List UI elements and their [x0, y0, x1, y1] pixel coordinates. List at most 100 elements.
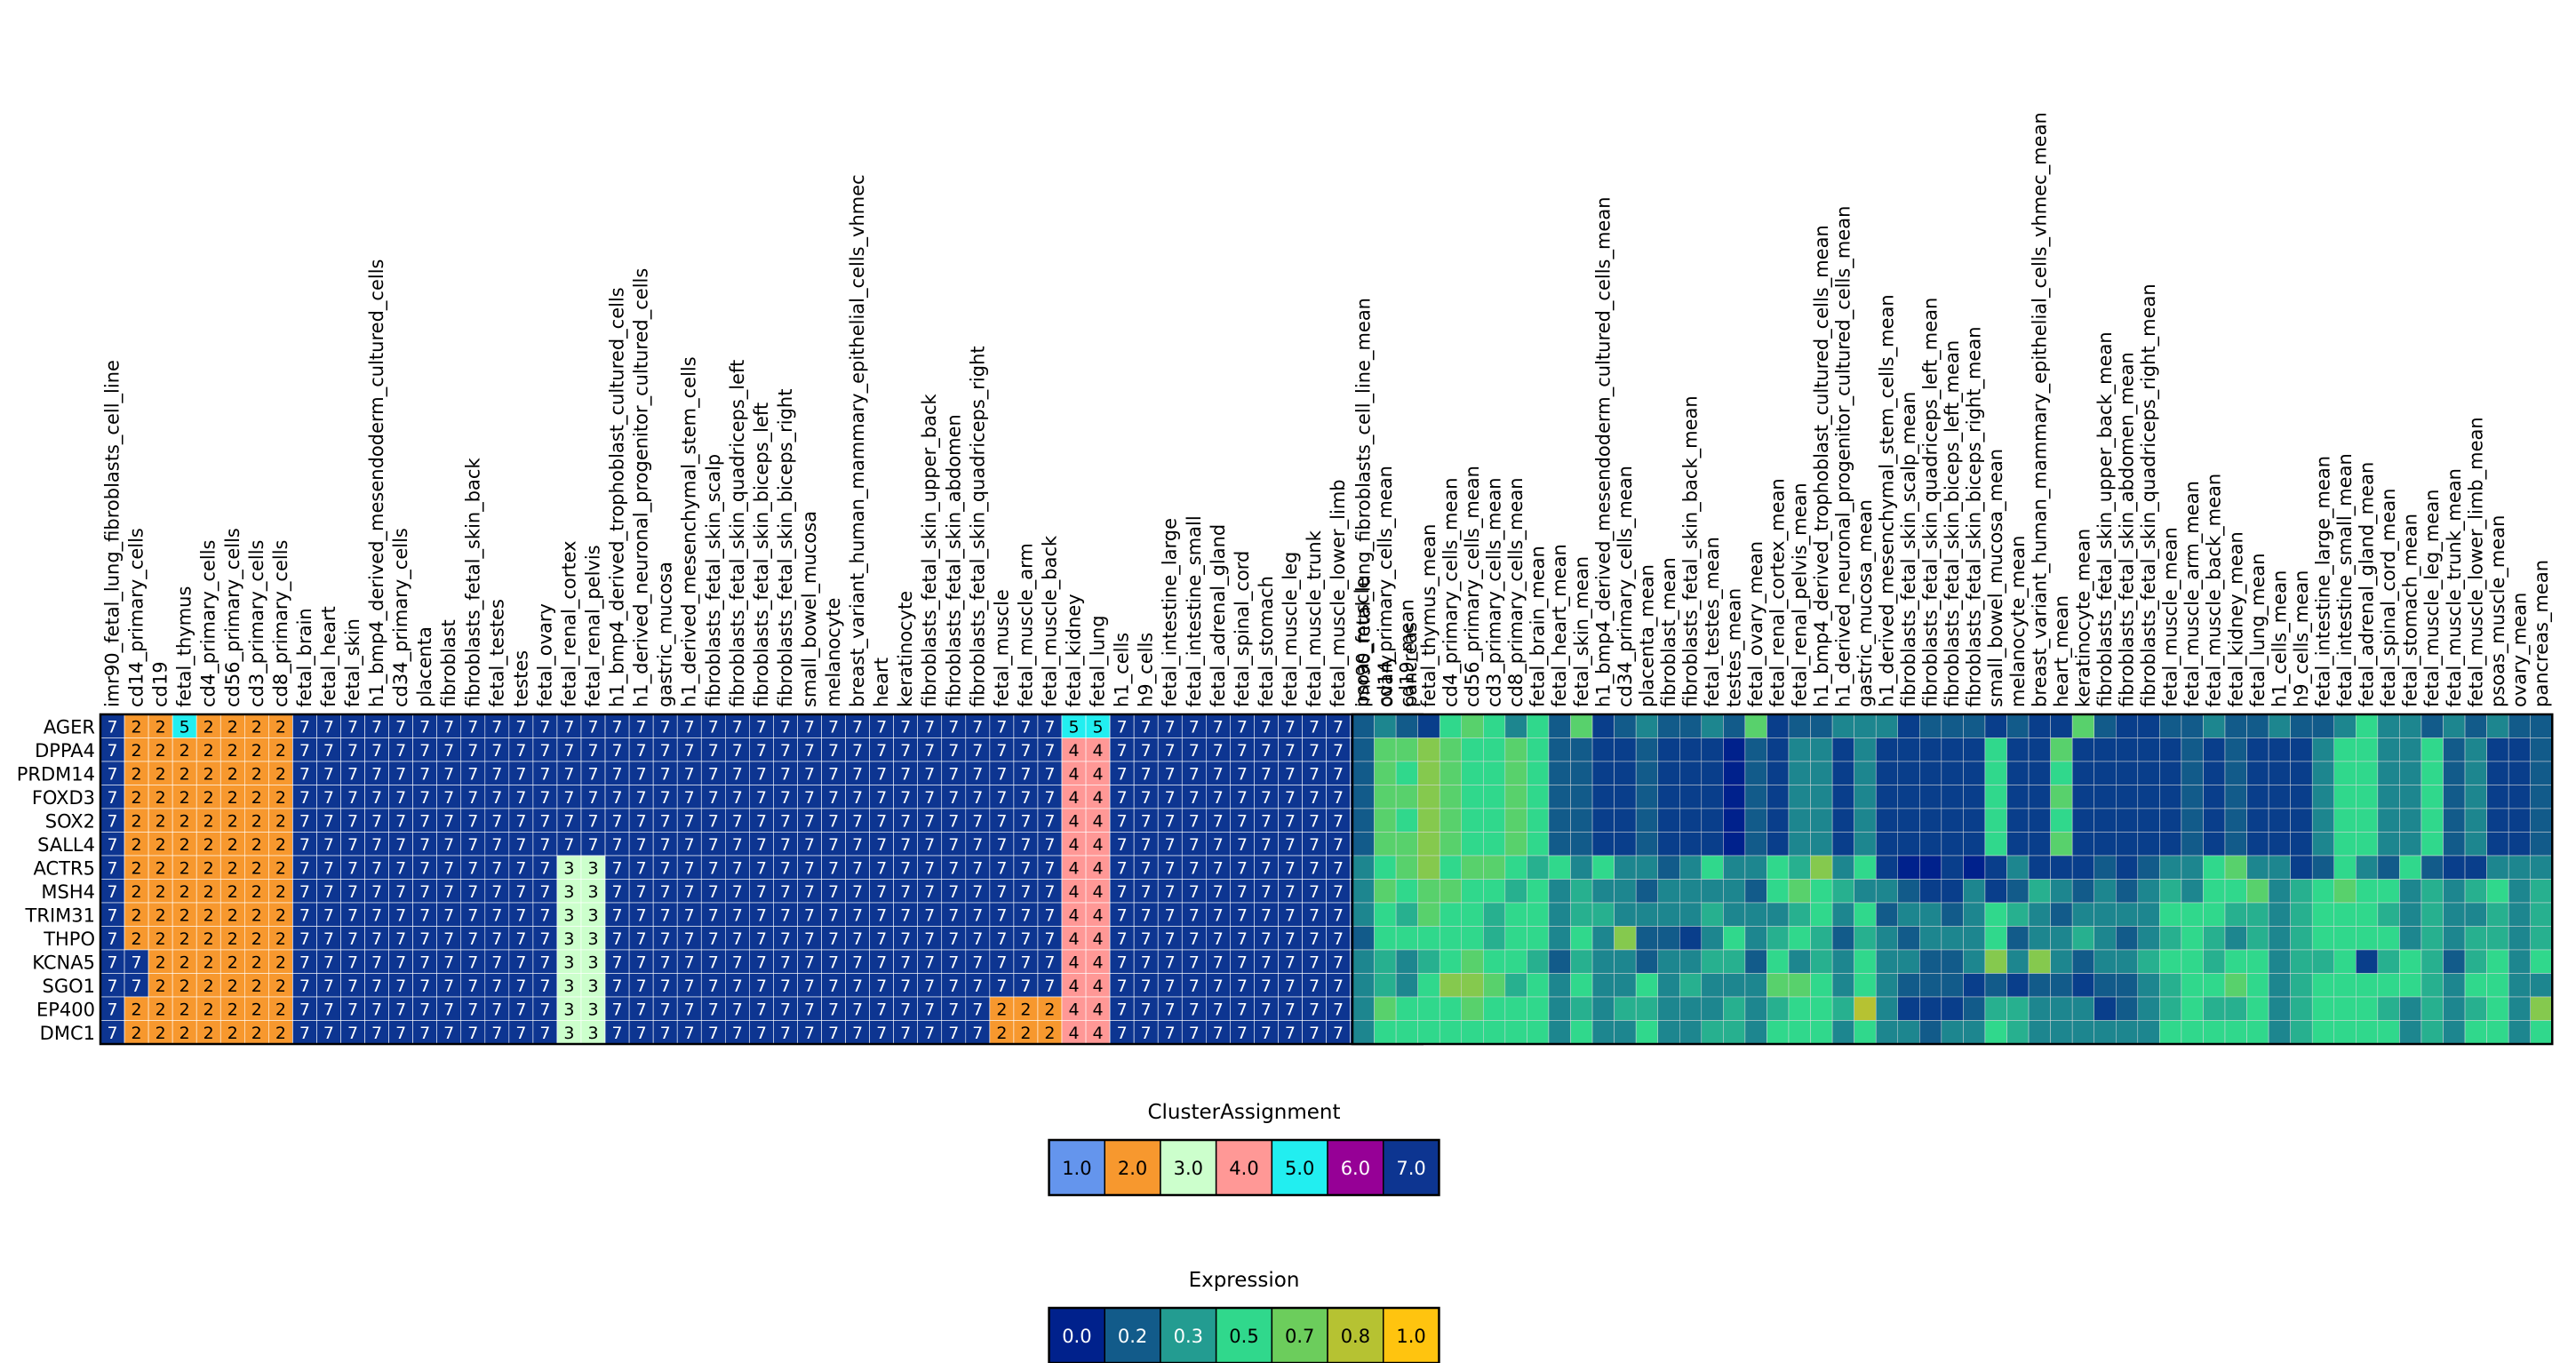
heatmap-cell	[2377, 808, 2400, 833]
column-label: fetal_testes	[486, 599, 508, 707]
heatmap-cell	[1854, 761, 1877, 785]
cell-value: 7	[323, 953, 334, 972]
heatmap-cell	[1984, 996, 2007, 1021]
heatmap-cell	[2181, 713, 2204, 738]
heatmap-cell	[2530, 761, 2553, 785]
heatmap-cell	[1374, 808, 1397, 833]
heatmap-cell	[845, 808, 870, 833]
cell-value: 7	[924, 835, 935, 855]
heatmap-cell	[1919, 996, 1942, 1021]
heatmap-cell	[2050, 808, 2073, 833]
heatmap-cell	[1963, 761, 1986, 785]
cell-value: 7	[1141, 976, 1152, 996]
heatmap-cell	[2028, 808, 2051, 833]
cell-value: 7	[371, 953, 382, 972]
cell-value: 7	[756, 976, 767, 996]
cell-value: 7	[780, 882, 791, 902]
cell-value: 7	[515, 717, 526, 737]
cell-value: 7	[299, 976, 310, 996]
heatmap-cell	[2420, 926, 2444, 951]
cell-value: 7	[660, 835, 671, 855]
heatmap-cell	[2268, 973, 2291, 998]
cell-value: 7	[347, 764, 358, 784]
heatmap-cell	[2486, 855, 2509, 880]
heatmap-cell	[2203, 902, 2226, 927]
heatmap-cell	[1963, 808, 1986, 833]
heatmap-cell	[556, 855, 582, 880]
legend-label: 0.7	[1285, 1326, 1314, 1347]
heatmap-cell	[652, 949, 678, 974]
cell-value: 7	[636, 717, 647, 737]
heatmap-cell	[1374, 785, 1397, 809]
heatmap-cell	[1831, 996, 1854, 1021]
cell-value: 2	[203, 811, 214, 831]
cell-value: 7	[852, 788, 863, 808]
cell-value: 7	[299, 788, 310, 808]
heatmap-cell	[1548, 973, 1571, 998]
cell-value: 2	[227, 717, 238, 737]
cell-value: 7	[1333, 882, 1344, 902]
cell-value: 7	[1309, 858, 1320, 878]
cell-value: 7	[299, 764, 310, 784]
heatmap-cell	[1013, 785, 1039, 809]
heatmap-cell	[1984, 949, 2007, 974]
cell-value: 7	[636, 882, 647, 902]
heatmap-cell	[1461, 926, 1484, 951]
cell-value: 7	[395, 811, 406, 831]
heatmap-cell	[484, 996, 510, 1021]
cell-value: 7	[419, 905, 430, 925]
heatmap-cell	[2530, 902, 2553, 927]
heatmap-cell	[1701, 808, 1724, 833]
column-label: fetal_brain_mean	[1527, 546, 1550, 707]
cell-value: 7	[1285, 741, 1296, 761]
heatmap-cell	[1230, 973, 1255, 998]
cell-value: 7	[612, 882, 623, 902]
heatmap-cell	[1831, 879, 1854, 904]
cell-value: 3	[563, 929, 574, 949]
heatmap-cell	[1875, 855, 1898, 880]
cell-value: 7	[804, 882, 815, 902]
cell-value: 7	[1213, 741, 1224, 761]
heatmap-cell	[1230, 996, 1255, 1021]
heatmap-cell	[893, 832, 919, 857]
heatmap-cell	[1230, 713, 1255, 738]
column-label: small_bowel_mucosa	[799, 511, 821, 707]
heatmap-cell	[2290, 737, 2313, 762]
heatmap-cell	[1810, 855, 1833, 880]
cell-value: 7	[371, 905, 382, 925]
heatmap-cell	[460, 713, 486, 738]
cell-value: 7	[780, 1000, 791, 1019]
column-label: keratinocyte	[895, 591, 916, 707]
cell-value: 7	[1309, 905, 1320, 925]
legend-label: 1.0	[1062, 1158, 1091, 1179]
heatmap-cell	[1875, 761, 1898, 785]
cell-value: 7	[924, 764, 935, 784]
cell-value: 7	[443, 811, 454, 831]
heatmap-cell	[1657, 996, 1680, 1021]
column-label: fetal_ovary_mean	[1745, 541, 1767, 707]
column-label: h1_derived_mesenchymal_stem_cells	[679, 356, 701, 707]
cell-value: 7	[732, 811, 743, 831]
heatmap-cell	[2246, 1020, 2269, 1045]
heatmap-cell	[2356, 902, 2379, 927]
cell-value: 2	[1044, 1024, 1055, 1043]
heatmap-cell	[821, 808, 846, 833]
heatmap-cell	[1570, 761, 1593, 785]
legend-frame	[1048, 1306, 1440, 1363]
cell-value: 7	[371, 741, 382, 761]
heatmap-cell	[2028, 879, 2051, 904]
heatmap-cell	[1230, 761, 1255, 785]
heatmap-cell	[1417, 761, 1440, 785]
heatmap-cell	[1897, 832, 1920, 857]
heatmap-cell	[1352, 996, 1375, 1021]
cell-value: 7	[684, 717, 695, 737]
heatmap-cell	[1897, 879, 1920, 904]
cell-value: 2	[156, 953, 166, 972]
heatmap-cell	[1767, 808, 1790, 833]
cell-value: 7	[395, 764, 406, 784]
heatmap-cell	[1614, 832, 1637, 857]
heatmap-cell	[700, 808, 726, 833]
cell-value: 7	[732, 953, 743, 972]
legend-label: 0.5	[1229, 1326, 1258, 1347]
cell-value: 7	[780, 741, 791, 761]
